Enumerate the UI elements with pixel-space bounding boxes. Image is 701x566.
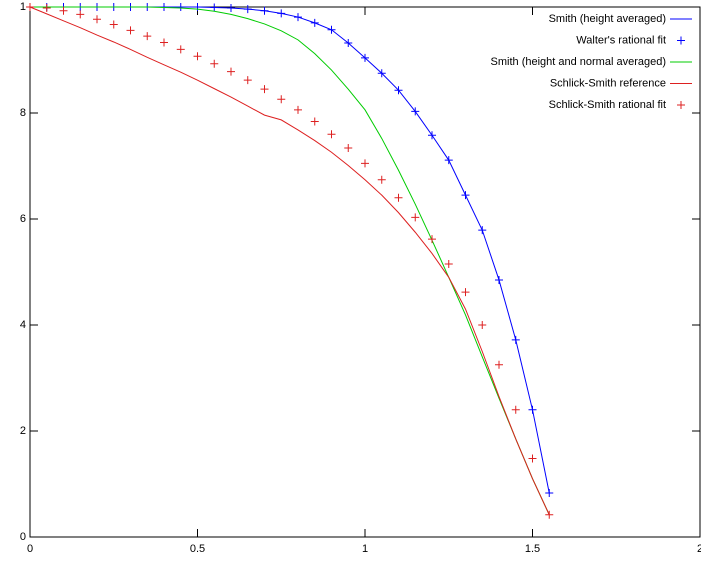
series-line: [30, 6, 550, 494]
series-point: [260, 85, 269, 94]
series-point: [411, 107, 420, 116]
series-point: [160, 38, 168, 47]
series-point: [327, 25, 336, 34]
y-tick-label: 8: [20, 107, 26, 119]
series-point: [495, 275, 503, 284]
series-point: [344, 39, 353, 48]
legend-label: Walter's rational fit: [576, 34, 666, 46]
series-point: [545, 489, 554, 498]
series-point: [42, 4, 51, 13]
legend-label: Smith (height averaged): [549, 13, 666, 25]
series-point: [109, 20, 118, 29]
series-point: [26, 3, 34, 11]
series-point: [528, 454, 537, 463]
series-point: [210, 3, 219, 12]
series-point: [310, 117, 319, 126]
series-point: [227, 67, 235, 76]
series-point: [344, 143, 353, 152]
y-tick-label: 1: [20, 1, 26, 13]
series-point: [327, 130, 336, 139]
series-point: [193, 3, 202, 11]
x-tick-label: 0.5: [190, 543, 205, 555]
series-point: [478, 226, 487, 235]
series-point: [394, 193, 403, 202]
series-point: [143, 32, 152, 41]
series-point: [294, 105, 302, 114]
series-point: [511, 335, 520, 344]
series-point: [511, 405, 520, 414]
series-point: [93, 15, 101, 24]
legend-label: Smith (height and normal averaged): [491, 56, 666, 68]
legend-label: Schlick-Smith reference: [550, 77, 666, 89]
series-point: [243, 5, 252, 14]
series-point: [461, 191, 470, 200]
legend-swatch: [677, 101, 685, 109]
series-point: [126, 26, 135, 35]
series-point: [528, 405, 537, 414]
series-point: [294, 13, 302, 22]
series-point: [545, 510, 554, 519]
series-line: [29, 6, 550, 515]
y-tick-label: 2: [20, 425, 26, 437]
series-point: [444, 260, 453, 269]
series-point: [377, 175, 386, 184]
series-point: [310, 18, 319, 27]
x-tick-label: 1: [362, 543, 368, 555]
series-point: [176, 45, 185, 54]
x-tick-label: 1.5: [525, 543, 540, 555]
series-point: [377, 69, 386, 78]
x-tick-label: 0: [27, 543, 33, 555]
series-point: [411, 213, 420, 222]
series-point: [277, 95, 286, 104]
y-tick-label: 0: [20, 531, 26, 543]
series-point: [361, 53, 369, 62]
series-point: [59, 6, 68, 15]
y-tick-label: 6: [20, 213, 26, 225]
series-point: [428, 131, 436, 140]
series-line: [30, 6, 550, 515]
series-point: [361, 159, 369, 168]
series-point: [277, 9, 286, 18]
series-point: [495, 360, 503, 369]
series-point: [243, 76, 252, 85]
y-tick-label: 4: [20, 319, 26, 331]
series-point: [478, 321, 487, 329]
series-point: [260, 6, 269, 15]
series-point: [176, 3, 185, 11]
series-point: [193, 52, 202, 61]
series-point: [227, 4, 235, 13]
series-point: [444, 156, 453, 165]
series-point: [461, 288, 470, 297]
series-point: [394, 86, 403, 95]
series-point: [76, 10, 85, 19]
series-point: [210, 59, 219, 68]
legend-swatch: [677, 36, 685, 45]
series-point: [428, 235, 436, 244]
legend-label: Schlick-Smith rational fit: [549, 99, 666, 111]
x-tick-label: 2: [697, 543, 701, 555]
